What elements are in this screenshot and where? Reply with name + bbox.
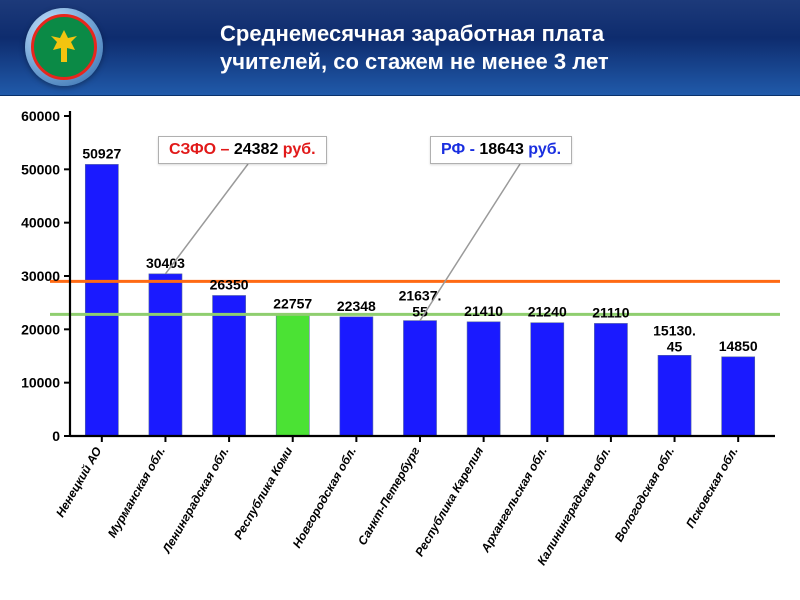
callout-text-part: руб. — [283, 141, 316, 158]
title-line-2: учителей, со стажем не менее 3 лет — [220, 48, 609, 76]
bar — [658, 355, 691, 436]
y-tick-label: 0 — [52, 428, 60, 444]
bar — [403, 321, 436, 436]
logo-outer — [25, 8, 103, 86]
bar — [594, 323, 627, 436]
salary-bar-chart: 0 10000 20000 30000 40000 50000 60000 Ненецкий … — [0, 96, 800, 600]
callout-box: СЗФО – 24382 руб. — [158, 136, 327, 164]
bar-value-label: 21637. — [399, 288, 442, 304]
x-category-label: Мурманская обл. — [105, 445, 168, 540]
title-line-1: Среднемесячная заработная плата — [220, 20, 609, 48]
x-category-label: Архангельская обл. — [478, 445, 550, 556]
chart-svg: 0 10000 20000 30000 40000 50000 60000 Ненецкий … — [0, 96, 800, 600]
bar-value-label: 14850 — [719, 338, 758, 354]
callout-text-part: СЗФО – — [169, 141, 234, 158]
eagle-emblem-icon — [49, 28, 79, 66]
callout-text-part: 18643 — [479, 141, 528, 158]
bar — [85, 164, 118, 436]
y-tick-label: 30000 — [21, 268, 60, 284]
bar-value-label: 21240 — [528, 304, 567, 320]
bar-value-label: 45 — [667, 338, 683, 354]
bar — [149, 274, 182, 436]
logo-inner — [31, 14, 97, 80]
bar-value-label: 30403 — [146, 255, 185, 271]
bar-value-label: 22757 — [273, 296, 312, 312]
bar — [276, 315, 309, 436]
y-tick-label: 10000 — [21, 375, 60, 391]
y-tick-label: 60000 — [21, 108, 60, 124]
x-category-label: Ленинградская обл. — [159, 445, 232, 557]
callout-text-part: руб. — [528, 141, 561, 158]
callout-text-part: РФ - — [441, 141, 479, 158]
bar-value-label: 21110 — [592, 304, 630, 320]
bar-value-label: 26350 — [210, 276, 249, 292]
bar — [531, 323, 564, 436]
bar — [340, 317, 373, 436]
bar-value-label: 22348 — [337, 298, 376, 314]
callout-box: РФ - 18643 руб. — [430, 136, 572, 164]
bar — [213, 295, 246, 436]
y-tick-label: 40000 — [21, 215, 60, 231]
callout-leader — [165, 164, 248, 274]
bar-value-label: 21410 — [464, 303, 503, 319]
x-category-label: Калининградская обл. — [534, 445, 613, 568]
x-category-label: Ненецкий АО — [53, 444, 105, 520]
x-category-label: Республика Карелия — [412, 445, 486, 559]
page-title: Среднемесячная заработная плата учителей… — [220, 20, 609, 75]
x-category-label: Санкт-Петербург — [355, 444, 423, 548]
bar-value-label: 15130. — [653, 322, 696, 338]
bar — [722, 357, 755, 436]
x-category-label: Псковская обл. — [683, 445, 741, 531]
x-category-label: Республика Коми — [231, 444, 296, 542]
callout-leader — [420, 164, 520, 321]
x-category-label: Вологодская обл. — [612, 445, 678, 545]
y-tick-label: 50000 — [21, 161, 60, 177]
header-bar: Среднемесячная заработная плата учителей… — [0, 0, 800, 96]
bar — [467, 322, 500, 436]
bar-value-label: 50927 — [82, 145, 121, 161]
y-tick-label: 20000 — [21, 321, 60, 337]
x-category-label: Новгородская обл. — [290, 445, 359, 551]
callout-text-part: 24382 — [234, 141, 283, 158]
